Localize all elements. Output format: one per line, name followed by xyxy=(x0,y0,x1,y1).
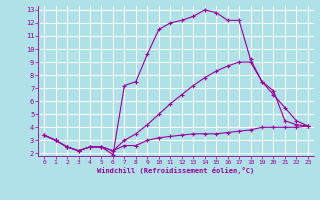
X-axis label: Windchill (Refroidissement éolien,°C): Windchill (Refroidissement éolien,°C) xyxy=(97,167,255,174)
